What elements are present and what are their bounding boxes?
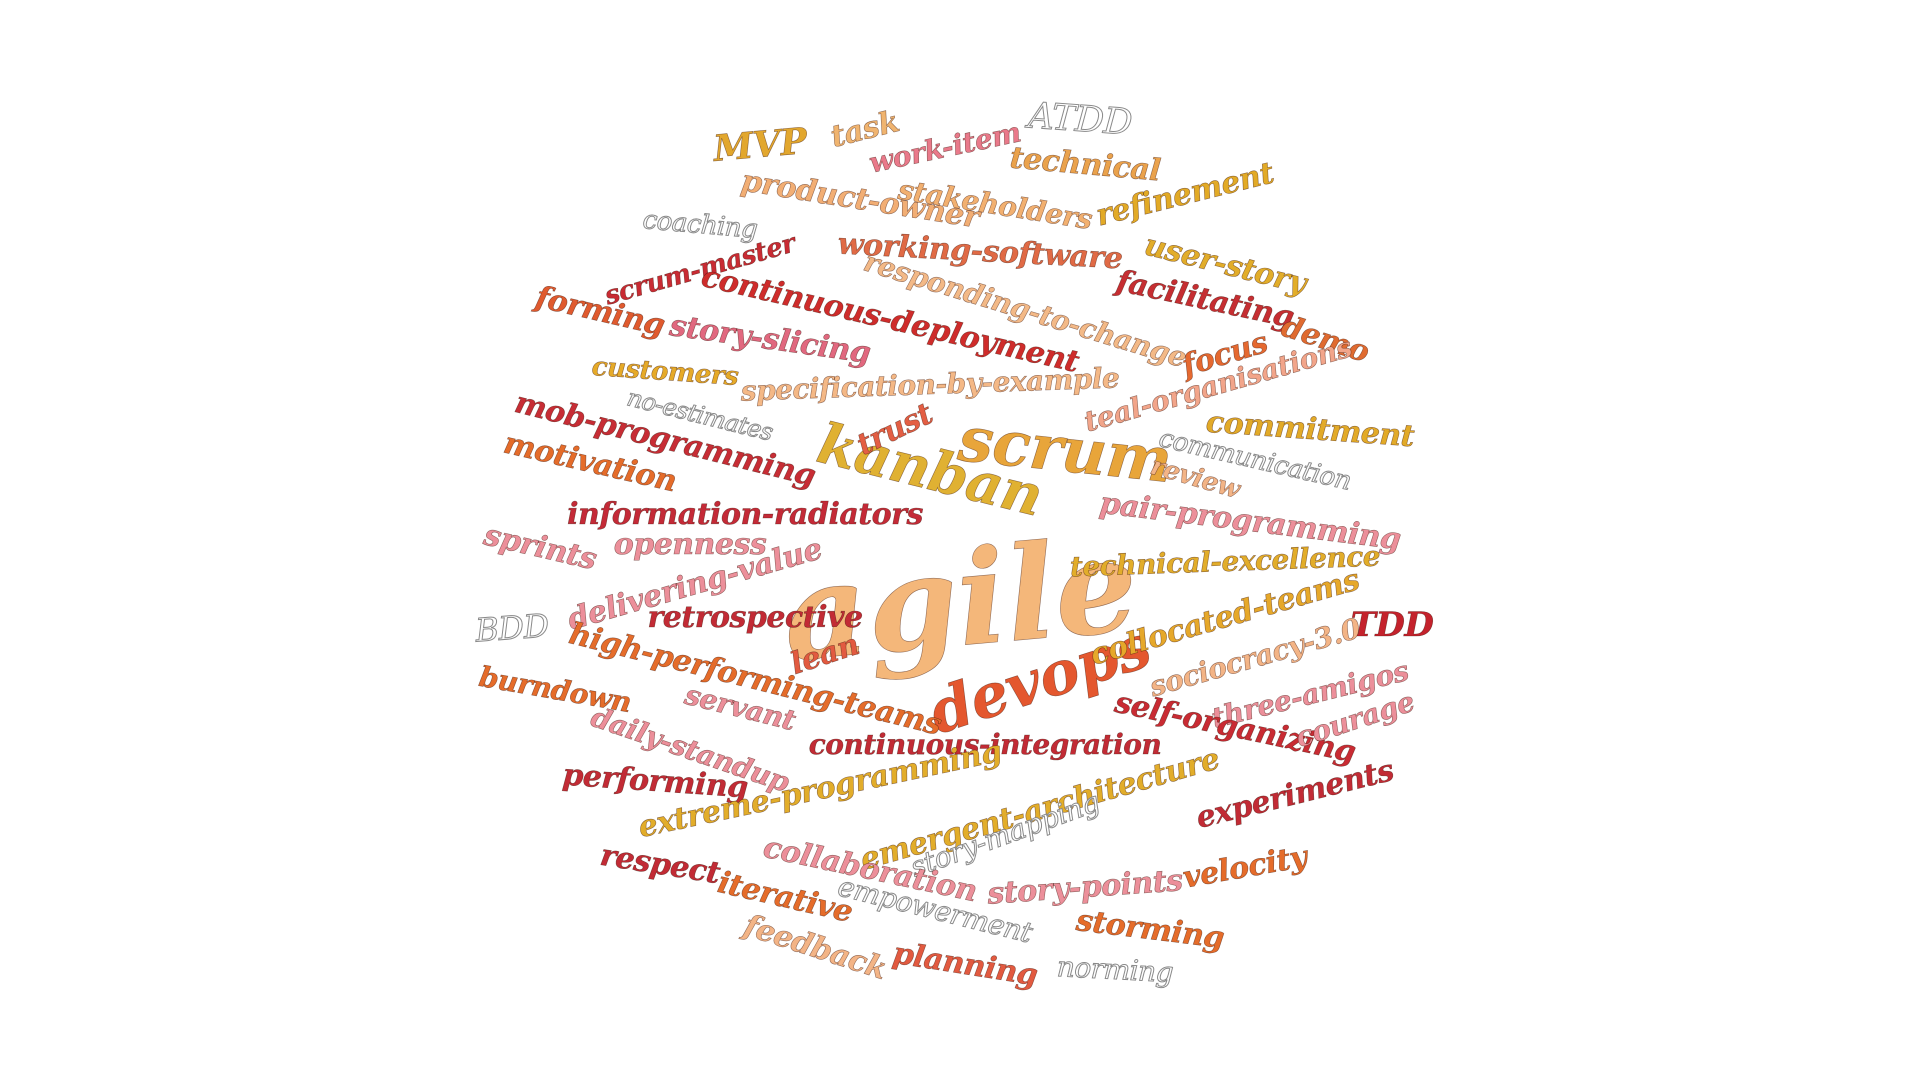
word-openness: openness bbox=[613, 527, 767, 562]
word-storming: storming bbox=[1074, 903, 1226, 956]
word-information-radiators: information-radiators bbox=[567, 497, 924, 532]
word-norming: norming bbox=[1056, 949, 1175, 990]
word-bdd: BDD bbox=[474, 606, 551, 650]
word-respect: respect bbox=[597, 837, 723, 892]
word-atdd: ATDD bbox=[1026, 95, 1134, 144]
word-tdd: TDD bbox=[1350, 605, 1434, 645]
word-velocity: velocity bbox=[1180, 839, 1310, 896]
word-customers: customers bbox=[590, 351, 740, 393]
word-experiments: experiments bbox=[1192, 753, 1398, 836]
word-mvp: MVP bbox=[711, 120, 809, 171]
word-retrospective: retrospective bbox=[647, 600, 863, 635]
word-continuous-integration: continuous-integration bbox=[808, 728, 1162, 761]
word-coaching: coaching bbox=[641, 205, 759, 246]
word-specification-by-example: specification-by-example bbox=[740, 361, 1120, 408]
word-technical: technical bbox=[1008, 140, 1162, 189]
word-product-owner: product-owner bbox=[738, 163, 982, 236]
